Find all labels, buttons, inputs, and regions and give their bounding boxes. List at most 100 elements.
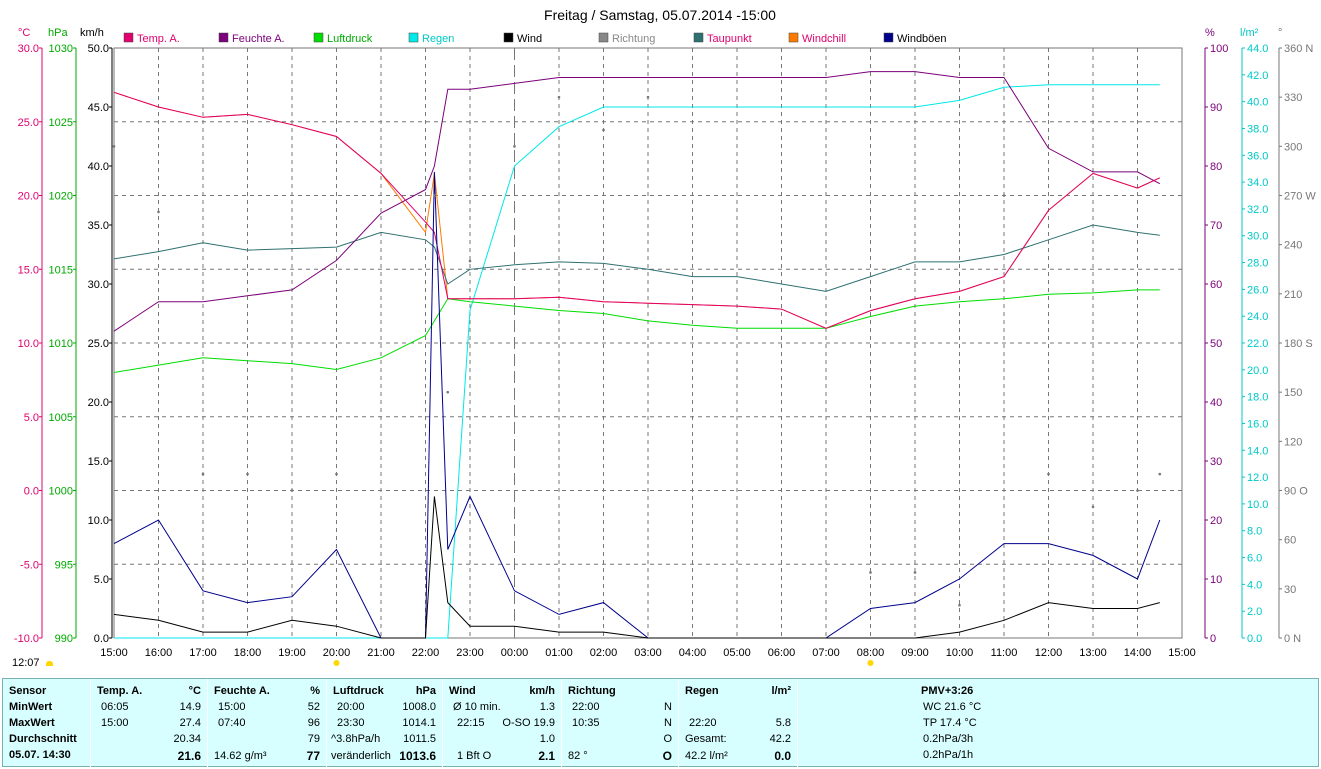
weather-chart: Freitag / Samstag, 05.07.2014 -15:00 Tem… <box>14 7 1316 666</box>
stats-time: 15:00 <box>218 701 246 713</box>
unit-pressure: hPa <box>48 27 68 39</box>
stats-pressure: Luftdruck hPa 20:00 1008.0 23:30 1014.1 … <box>327 679 443 768</box>
stats-time: 20:00 <box>337 701 365 713</box>
stats-current: 21.6 <box>177 749 201 763</box>
tick-label: 120 <box>1284 436 1302 448</box>
tick-label: 30.0 <box>88 279 109 291</box>
direction-point <box>958 603 961 607</box>
tick-label: 45.0 <box>88 102 109 114</box>
direction-point <box>1002 194 1006 197</box>
stats-rain: Regen l/m² 22:20 5.8 Gesamt: 42.2 42.2 l… <box>679 679 798 768</box>
legend-label: Luftdruck <box>327 33 373 45</box>
tick-label: 2.0 <box>1247 606 1262 618</box>
wind-axis: 50.0 45.0 40.0 35.0 30.0 25.0 20.0 15.0 10.0 5.0 0… <box>88 43 113 645</box>
x-tick-label: 21:00 <box>367 647 395 659</box>
tick-label: 10 <box>1210 574 1222 586</box>
stats-time: 22:15 <box>457 717 485 729</box>
stats-time: 22:00 <box>572 701 600 713</box>
tick-label: 0.0 <box>24 486 39 498</box>
unit-rain: l/m² <box>1240 27 1259 39</box>
tick-label: 1020 <box>49 191 73 203</box>
tick-label: -10.0 <box>14 633 39 645</box>
stats-value: 1.3 <box>539 701 555 713</box>
row-label: Durchschnitt <box>9 733 77 745</box>
x-tick-label: 13:00 <box>1079 647 1107 659</box>
stats-value: N <box>664 717 672 729</box>
stats-header: Richtung <box>568 685 616 697</box>
tick-label: 20.0 <box>88 397 109 409</box>
tick-label: 10.0 <box>88 515 109 527</box>
series-regen-line <box>114 84 1160 639</box>
stats-panel: Sensor MinWert MaxWert Durchschnitt 05.0… <box>2 678 1319 768</box>
tick-label: 24.0 <box>1247 311 1268 323</box>
stats-value: 1014.1 <box>402 717 436 729</box>
stats-value: 42.2 <box>769 733 791 745</box>
direction-point <box>112 145 116 148</box>
stats-time: 22:20 <box>689 717 717 729</box>
series-taupunkt-line <box>113 224 1160 292</box>
legend-swatch <box>408 32 419 43</box>
tick-label: 25.0 <box>88 338 109 350</box>
stats-value: 0.2hPa/1h <box>923 749 974 761</box>
stats-time: 15:00 <box>101 717 129 729</box>
legend-swatch <box>218 32 229 43</box>
stats-header: Temp. A. <box>97 685 143 697</box>
tick-label: 15.0 <box>88 456 109 468</box>
x-tick-label: 04:00 <box>679 647 707 659</box>
stats-value: 96 <box>307 717 320 729</box>
x-tick-label: 05:00 <box>723 647 751 659</box>
tick-label: 20 <box>1210 515 1222 527</box>
tick-label: 30 <box>1284 584 1296 596</box>
row-label: 05.07. 14:30 <box>9 749 71 761</box>
sun-marker-icon <box>333 660 340 666</box>
direction-axis: 360 N 330 300 270 W 240 210 180 S 150 120 90 O 60 3… <box>1278 43 1316 645</box>
stats-value: O-SO 19.9 <box>502 717 555 729</box>
series-temp-a-line <box>113 91 1161 329</box>
stats-header: PMV+3:26 <box>921 685 974 697</box>
direction-point <box>913 571 917 574</box>
chart-title: Freitag / Samstag, 05.07.2014 -15:00 <box>544 7 776 23</box>
tick-label: 240 <box>1284 240 1302 252</box>
x-tick-label: 03:00 <box>634 647 662 659</box>
tick-label: 14.0 <box>1247 445 1268 457</box>
direction-point <box>646 95 650 99</box>
stats-unit: hPa <box>415 685 436 697</box>
tick-label: 34.0 <box>1247 177 1268 189</box>
stats-header: Regen <box>685 685 719 697</box>
tick-label: 1010 <box>49 338 73 350</box>
stats-unit: l/m² <box>771 685 791 697</box>
sun-marker-icon <box>867 660 874 666</box>
x-tick-label: 23:00 <box>456 647 484 659</box>
tick-label: 1005 <box>49 412 73 424</box>
tick-label: 8.0 <box>1247 526 1262 538</box>
stats-direction: Richtung 22:00 N 10:35 N O 82 ° O <box>562 679 679 768</box>
direction-point <box>602 128 605 132</box>
tick-label: 0.0 <box>94 633 109 645</box>
tick-label: 30.0 <box>18 43 39 55</box>
x-tick-label: 06:00 <box>768 647 796 659</box>
x-tick-label: 11:00 <box>991 647 1018 659</box>
tick-label: 35.0 <box>88 220 109 232</box>
tick-label: 1030 <box>49 43 73 55</box>
stats-value: 79 <box>307 733 320 745</box>
direction-point <box>468 259 472 263</box>
stats-time: 23:30 <box>337 717 365 729</box>
legend-label: Taupunkt <box>707 33 752 45</box>
tick-label: 0 N <box>1284 633 1301 645</box>
direction-point <box>201 472 205 476</box>
x-tick-label: 16:00 <box>145 647 173 659</box>
tick-label: 16.0 <box>1247 418 1268 430</box>
tick-label: 100 <box>1210 43 1228 55</box>
stats-note: 14.62 g/m³ <box>214 750 267 762</box>
x-tick-label: 15:00 <box>1168 647 1196 659</box>
tick-label: 360 N <box>1284 43 1313 55</box>
tick-label: 40 <box>1210 397 1222 409</box>
x-tick-label: 02:00 <box>590 647 618 659</box>
legend-swatch <box>788 32 799 43</box>
tick-label: 42.0 <box>1247 70 1268 82</box>
tick-label: 36.0 <box>1247 150 1268 162</box>
legend-swatch <box>313 32 324 43</box>
direction-point <box>1136 489 1139 492</box>
x-tick-label: 01:00 <box>545 647 573 659</box>
tick-label: 6.0 <box>1247 553 1262 565</box>
